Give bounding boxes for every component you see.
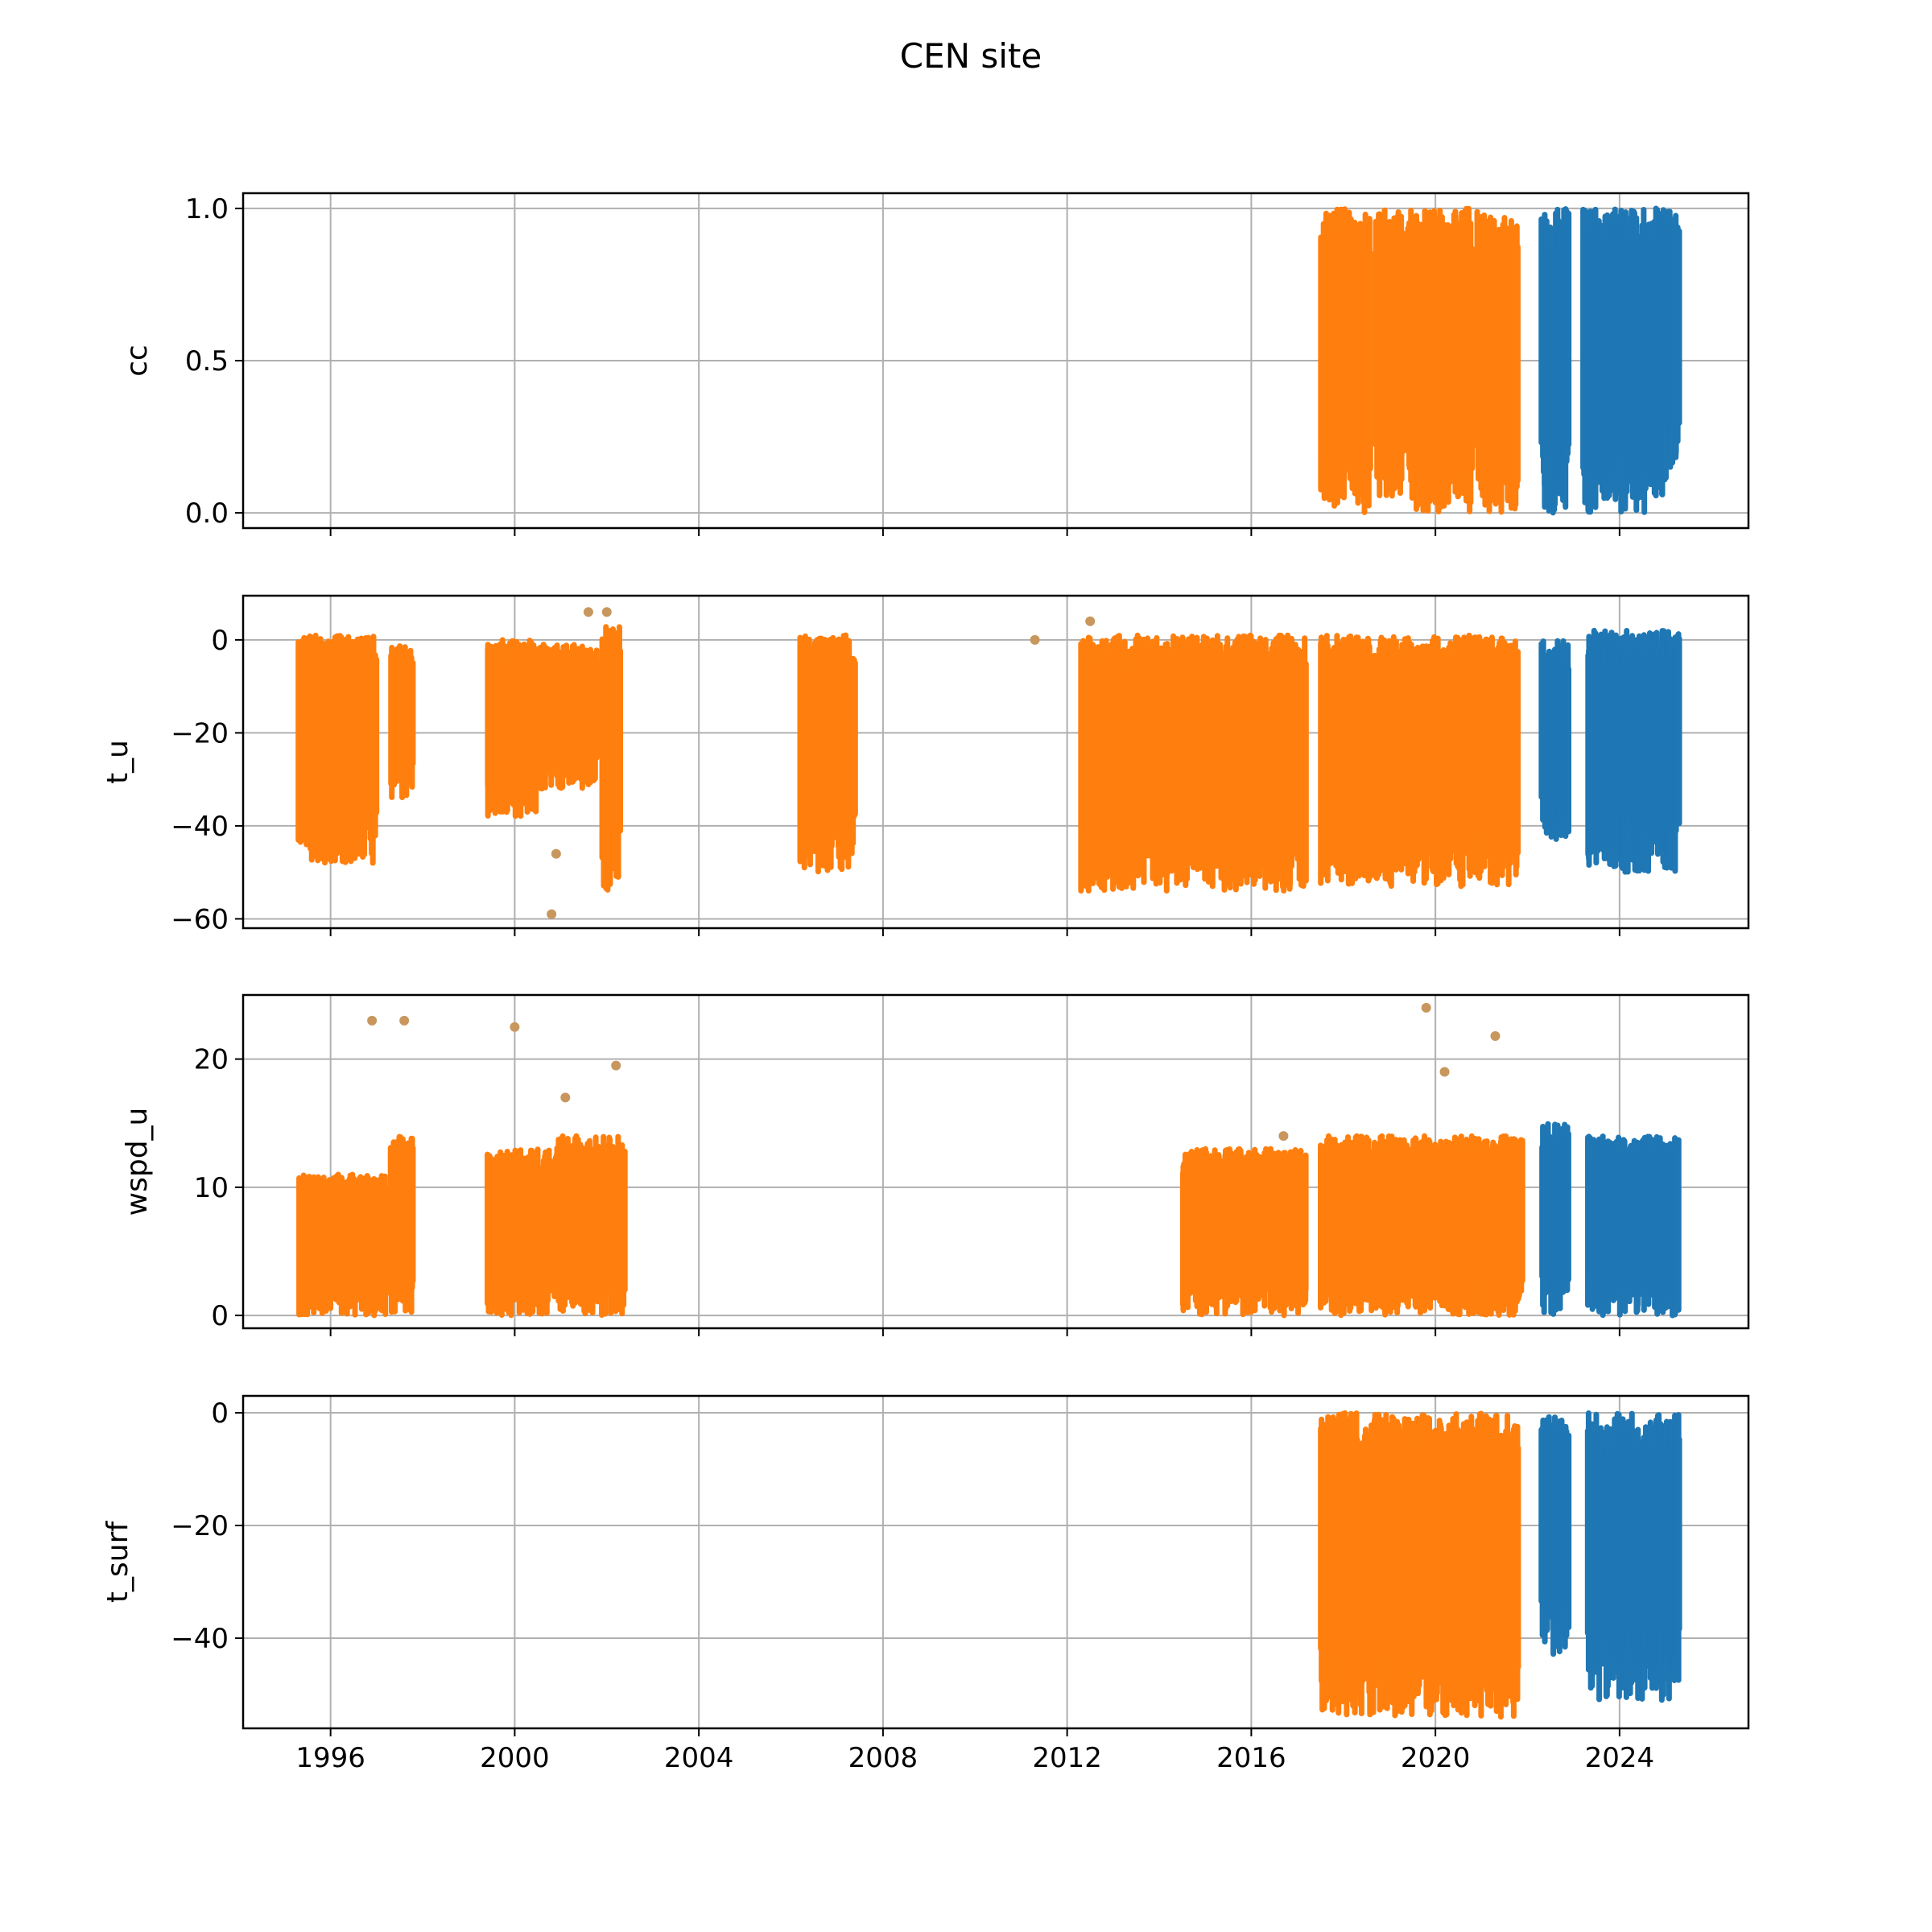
axes-frame (242, 1394, 1750, 1730)
data-point (1490, 1030, 1501, 1041)
data-point (583, 607, 593, 617)
y-tick-label: 20 (194, 1044, 229, 1076)
data-point (547, 909, 557, 919)
y-tick-label: 0.0 (185, 497, 229, 530)
x-tick-label: 2016 (1216, 1742, 1286, 1774)
data-point (510, 1022, 520, 1032)
data-point (1278, 1131, 1289, 1141)
x-tick-label: 2020 (1401, 1742, 1471, 1774)
data-point (367, 1015, 378, 1026)
y-axis-label: t_surf (101, 1521, 134, 1603)
y-tick-label: 0 (211, 1397, 229, 1430)
y-tick-label: 1.0 (185, 193, 229, 225)
y-tick-label: 0 (211, 1300, 229, 1332)
data-point (1085, 616, 1096, 626)
y-tick-label: −40 (171, 811, 229, 843)
data-point (1030, 634, 1040, 645)
y-axis-label: cc (121, 345, 154, 377)
y-tick-label: 0.5 (185, 345, 229, 378)
x-tick-label: 2024 (1585, 1742, 1655, 1774)
data-points-t_surf (1318, 1410, 1682, 1720)
data-points-wspd_u (296, 1002, 1682, 1319)
data-points-t_u (295, 607, 1682, 919)
data-point (601, 607, 612, 617)
x-tick-label: 2004 (664, 1742, 734, 1774)
y-tick-label: −60 (171, 903, 229, 935)
x-tick-label: 2000 (480, 1742, 550, 1774)
axes-frame (242, 192, 1750, 530)
data-point (1421, 1002, 1431, 1013)
x-tick-label: 1996 (295, 1742, 365, 1774)
panel-wspd_u: 20 10 0 wspd_u (121, 993, 1750, 1336)
data-point (399, 1015, 410, 1026)
data-points-cc (1318, 205, 1682, 516)
axes-frame (242, 993, 1750, 1330)
x-tick-label: 2008 (848, 1742, 919, 1774)
y-tick-label: −20 (171, 1510, 229, 1542)
data-point (560, 1092, 571, 1103)
panel-t_u: 0 −20 −40 −60 t_u (101, 594, 1750, 936)
data-point (551, 848, 561, 859)
y-tick-label: −20 (171, 717, 229, 749)
panels: 1.0 0.5 0.0 cc 0 −20 −40 −60 t_u 20 10 0 wspd_u 1996 2… (101, 192, 1750, 1774)
panel-t_surf: 1996 2000 2004 2008 2012 2016 2020 2024 0 −20 −40 t… (101, 1394, 1750, 1774)
x-tick-label: 2012 (1032, 1742, 1102, 1774)
axes-frame (242, 594, 1750, 930)
data-point (1439, 1067, 1450, 1077)
y-axis-label: t_u (101, 740, 134, 784)
figure-title: CEN site (900, 36, 1042, 76)
y-axis-label: wspd_u (121, 1108, 154, 1216)
panel-cc: 1.0 0.5 0.0 cc (121, 192, 1750, 536)
data-point (611, 1060, 621, 1071)
y-tick-label: −40 (171, 1623, 229, 1655)
y-tick-label: 0 (211, 625, 229, 657)
y-tick-label: 10 (194, 1172, 229, 1204)
